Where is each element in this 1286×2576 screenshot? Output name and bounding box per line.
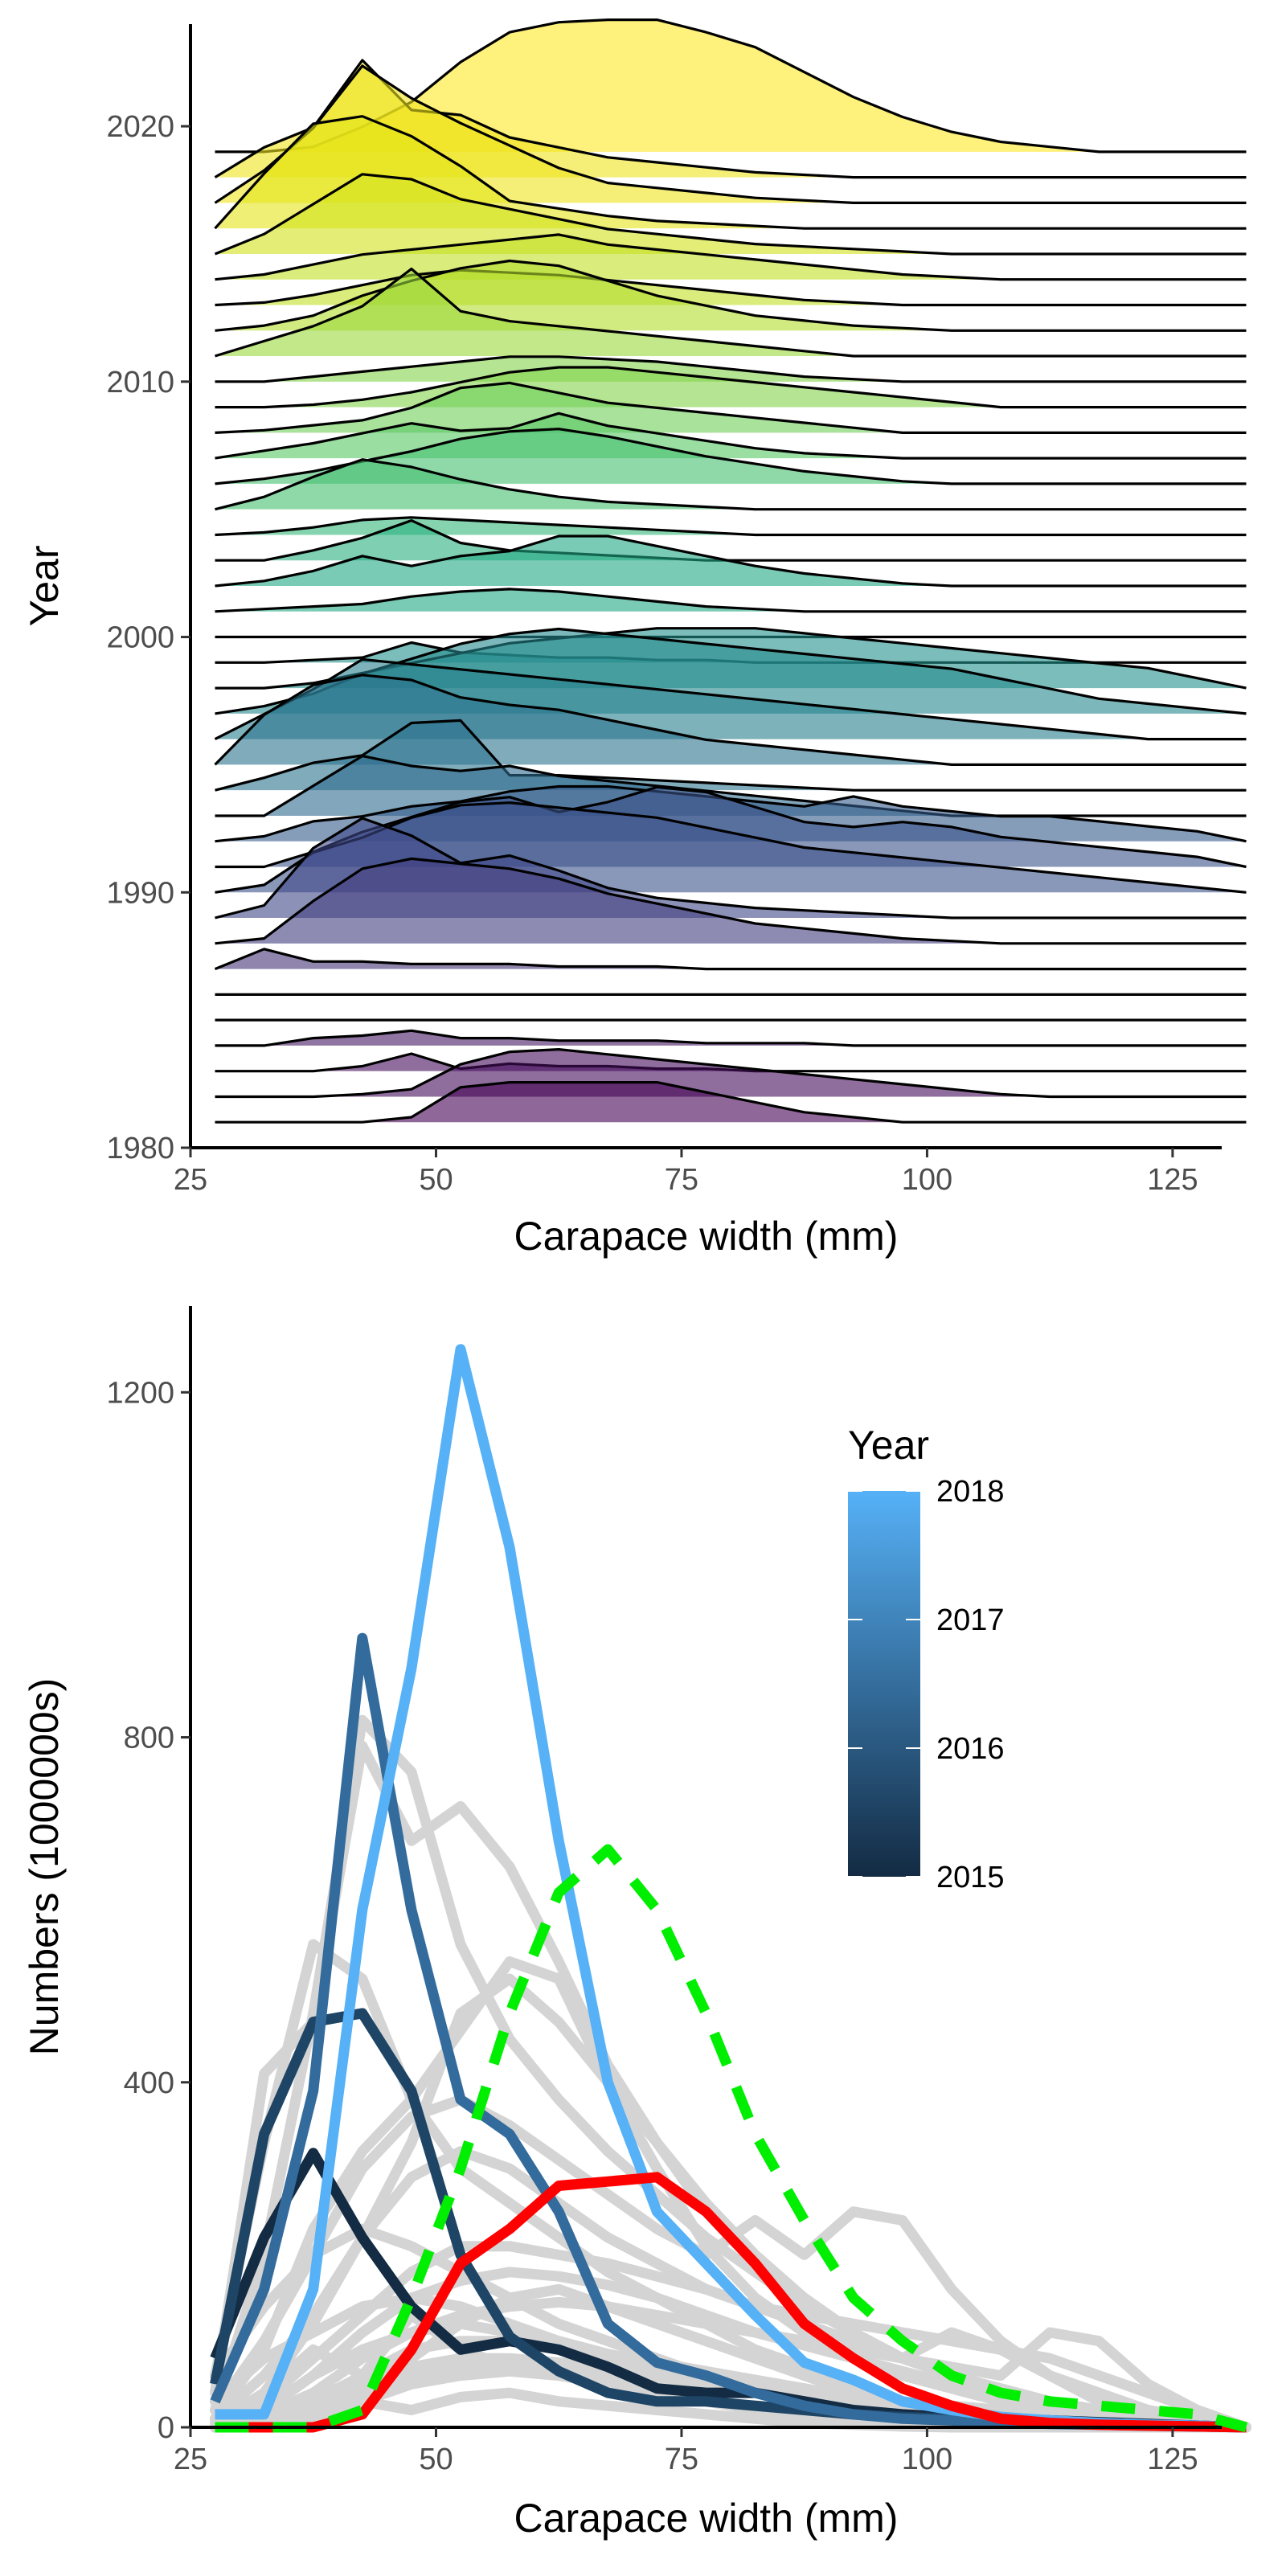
legend-label: 2016 [936, 1732, 1005, 1766]
legend-title: Year [848, 1423, 929, 1468]
y-tick-label: 2020 [106, 110, 174, 144]
y-tick-label: 1980 [106, 1132, 174, 1165]
x-tick-label: 75 [665, 1163, 698, 1197]
y-tick-label: 1990 [106, 876, 174, 910]
y-tick-label: 800 [124, 1722, 174, 1755]
x-tick-label: 50 [419, 1163, 453, 1197]
line-panel: 25 50 75 100 125 0 400 800 1200 Carapace width (m… [22, 1306, 1247, 2541]
y-tick-label: 2000 [106, 621, 174, 655]
x-tick-label: 25 [174, 2443, 207, 2476]
legend-label: 2015 [936, 1861, 1005, 1894]
y-tick-label: 0 [158, 2411, 174, 2445]
x-tick-label: 25 [174, 1163, 207, 1197]
x-tick-label: 100 [902, 1163, 952, 1197]
y-tick-label: 1200 [106, 1376, 174, 1410]
x-tick-label: 125 [1147, 1163, 1198, 1197]
x-axis-title: Carapace width (mm) [514, 1214, 899, 1259]
y-axis-title: Numbers (1000000s) [22, 1678, 67, 2056]
x-axis-title: Carapace width (mm) [514, 2496, 899, 2541]
ridge-area-1987 [215, 949, 1247, 969]
legend-label: 2017 [936, 1603, 1005, 1637]
x-tick-label: 125 [1147, 2443, 1198, 2476]
ridge-area-1982 [215, 1050, 1247, 1097]
ridgeline-panel: 25 50 75 100 125 1980 1990 2000 2010 2020 Carapace… [22, 20, 1247, 1259]
x-tick-label: 50 [419, 2443, 453, 2476]
y-tick-label: 2010 [106, 366, 174, 399]
legend-label: 2018 [936, 1475, 1005, 1509]
x-tick-label: 100 [902, 2443, 952, 2476]
y-axis-title: Year [22, 545, 67, 626]
legend-colorbar [848, 1491, 920, 1877]
y-tick-label: 400 [124, 2066, 174, 2100]
x-tick-label: 75 [665, 2443, 698, 2476]
